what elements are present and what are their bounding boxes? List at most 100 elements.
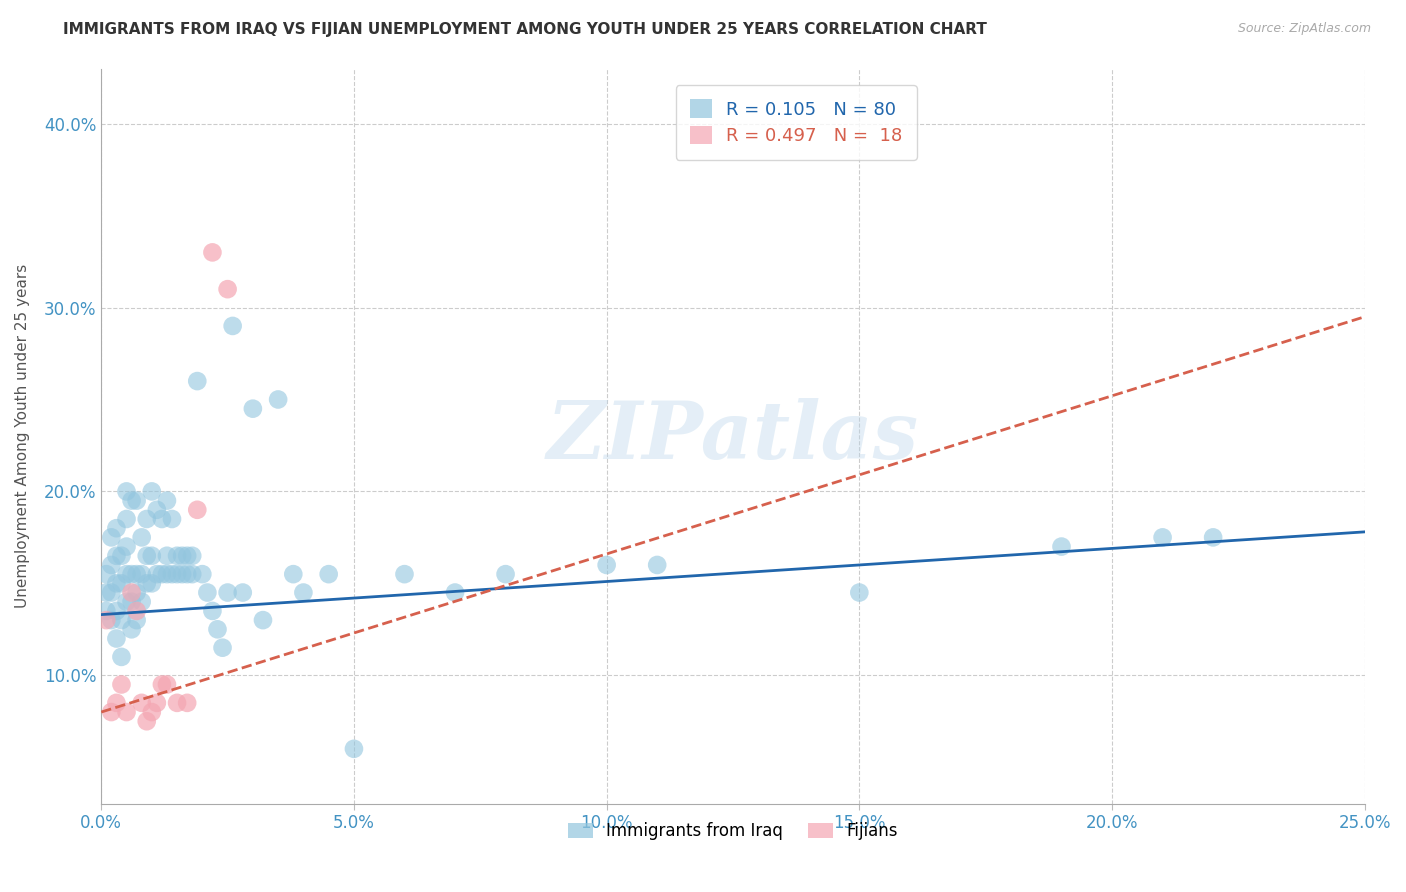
- Fijians: [96, 613, 118, 627]
- Immigrants from Iraq: [181, 549, 204, 563]
- Immigrants from Iraq: [172, 567, 194, 582]
- Immigrants from Iraq: [131, 595, 153, 609]
- Immigrants from Iraq: [160, 512, 183, 526]
- Immigrants from Iraq: [110, 613, 132, 627]
- Text: ZIPatlas: ZIPatlas: [547, 398, 920, 475]
- Immigrants from Iraq: [207, 623, 229, 637]
- Immigrants from Iraq: [848, 585, 870, 599]
- Immigrants from Iraq: [444, 585, 467, 599]
- Immigrants from Iraq: [166, 567, 188, 582]
- Fijians: [135, 714, 157, 729]
- Immigrants from Iraq: [156, 493, 179, 508]
- Immigrants from Iraq: [121, 595, 143, 609]
- Immigrants from Iraq: [172, 549, 194, 563]
- Fijians: [217, 282, 239, 296]
- Fijians: [115, 705, 138, 719]
- Fijians: [125, 604, 148, 618]
- Immigrants from Iraq: [150, 567, 173, 582]
- Immigrants from Iraq: [110, 649, 132, 664]
- Fijians: [131, 696, 153, 710]
- Immigrants from Iraq: [595, 558, 617, 572]
- Immigrants from Iraq: [292, 585, 315, 599]
- Immigrants from Iraq: [166, 549, 188, 563]
- Immigrants from Iraq: [232, 585, 254, 599]
- Fijians: [141, 705, 163, 719]
- Immigrants from Iraq: [125, 493, 148, 508]
- Legend: R = 0.105   N = 80, R = 0.497   N =  18: R = 0.105 N = 80, R = 0.497 N = 18: [675, 85, 917, 160]
- Immigrants from Iraq: [110, 549, 132, 563]
- Fijians: [150, 677, 173, 691]
- Fijians: [156, 677, 179, 691]
- Immigrants from Iraq: [146, 567, 169, 582]
- Immigrants from Iraq: [110, 576, 132, 591]
- Immigrants from Iraq: [121, 623, 143, 637]
- Immigrants from Iraq: [176, 567, 198, 582]
- Immigrants from Iraq: [121, 493, 143, 508]
- Immigrants from Iraq: [191, 567, 214, 582]
- Immigrants from Iraq: [267, 392, 290, 407]
- Immigrants from Iraq: [125, 567, 148, 582]
- Immigrants from Iraq: [221, 318, 243, 333]
- Immigrants from Iraq: [115, 540, 138, 554]
- Immigrants from Iraq: [100, 613, 122, 627]
- Immigrants from Iraq: [96, 585, 118, 599]
- Immigrants from Iraq: [135, 549, 157, 563]
- Text: Source: ZipAtlas.com: Source: ZipAtlas.com: [1237, 22, 1371, 36]
- Immigrants from Iraq: [105, 576, 128, 591]
- Immigrants from Iraq: [135, 576, 157, 591]
- Immigrants from Iraq: [176, 549, 198, 563]
- Immigrants from Iraq: [195, 585, 218, 599]
- Immigrants from Iraq: [125, 613, 148, 627]
- Immigrants from Iraq: [121, 567, 143, 582]
- Immigrants from Iraq: [283, 567, 305, 582]
- Y-axis label: Unemployment Among Youth under 25 years: Unemployment Among Youth under 25 years: [15, 264, 30, 608]
- Immigrants from Iraq: [105, 521, 128, 535]
- Immigrants from Iraq: [131, 530, 153, 544]
- Immigrants from Iraq: [96, 567, 118, 582]
- Immigrants from Iraq: [115, 567, 138, 582]
- Immigrants from Iraq: [217, 585, 239, 599]
- Immigrants from Iraq: [343, 741, 366, 756]
- Immigrants from Iraq: [1202, 530, 1225, 544]
- Fijians: [110, 677, 132, 691]
- Immigrants from Iraq: [1050, 540, 1073, 554]
- Fijians: [201, 245, 224, 260]
- Immigrants from Iraq: [156, 549, 179, 563]
- Immigrants from Iraq: [141, 484, 163, 499]
- Immigrants from Iraq: [394, 567, 416, 582]
- Immigrants from Iraq: [318, 567, 340, 582]
- Immigrants from Iraq: [115, 512, 138, 526]
- Immigrants from Iraq: [181, 567, 204, 582]
- Immigrants from Iraq: [105, 632, 128, 646]
- Immigrants from Iraq: [105, 549, 128, 563]
- Immigrants from Iraq: [242, 401, 264, 416]
- Fijians: [100, 705, 122, 719]
- Immigrants from Iraq: [186, 374, 208, 388]
- Immigrants from Iraq: [150, 512, 173, 526]
- Immigrants from Iraq: [160, 567, 183, 582]
- Immigrants from Iraq: [1152, 530, 1174, 544]
- Immigrants from Iraq: [105, 604, 128, 618]
- Immigrants from Iraq: [115, 595, 138, 609]
- Immigrants from Iraq: [100, 530, 122, 544]
- Immigrants from Iraq: [100, 558, 122, 572]
- Immigrants from Iraq: [100, 585, 122, 599]
- Immigrants from Iraq: [146, 503, 169, 517]
- Fijians: [105, 696, 128, 710]
- Immigrants from Iraq: [131, 567, 153, 582]
- Immigrants from Iraq: [115, 484, 138, 499]
- Immigrants from Iraq: [211, 640, 233, 655]
- Immigrants from Iraq: [495, 567, 517, 582]
- Fijians: [121, 585, 143, 599]
- Fijians: [146, 696, 169, 710]
- Immigrants from Iraq: [135, 512, 157, 526]
- Fijians: [176, 696, 198, 710]
- Immigrants from Iraq: [125, 585, 148, 599]
- Immigrants from Iraq: [156, 567, 179, 582]
- Immigrants from Iraq: [645, 558, 668, 572]
- Immigrants from Iraq: [96, 604, 118, 618]
- Fijians: [166, 696, 188, 710]
- Immigrants from Iraq: [201, 604, 224, 618]
- Fijians: [186, 503, 208, 517]
- Immigrants from Iraq: [141, 576, 163, 591]
